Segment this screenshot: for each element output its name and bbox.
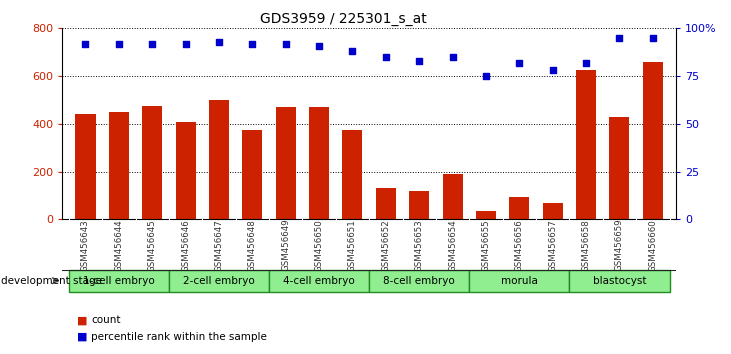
Point: [413, 58, 425, 64]
Bar: [309, 107, 329, 219]
Text: blastocyst: blastocyst: [593, 276, 646, 286]
Text: percentile rank within the sample: percentile rank within the sample: [91, 332, 268, 342]
Text: GSM456653: GSM456653: [414, 219, 424, 272]
Bar: [243, 130, 262, 219]
Point: [314, 43, 325, 48]
Point: [513, 60, 525, 65]
Point: [647, 35, 659, 41]
Text: GSM456651: GSM456651: [348, 219, 357, 272]
Text: GSM456659: GSM456659: [615, 219, 624, 272]
Text: GDS3959 / 225301_s_at: GDS3959 / 225301_s_at: [260, 12, 427, 27]
Point: [346, 48, 358, 54]
Bar: [409, 191, 429, 219]
Point: [480, 73, 492, 79]
Point: [180, 41, 192, 46]
Bar: [269, 270, 369, 292]
Point: [80, 41, 91, 46]
Bar: [209, 100, 229, 219]
Text: 2-cell embryo: 2-cell embryo: [183, 276, 255, 286]
Text: 4-cell embryo: 4-cell embryo: [283, 276, 355, 286]
Text: count: count: [91, 315, 121, 325]
Text: GSM456643: GSM456643: [81, 219, 90, 272]
Text: 8-cell embryo: 8-cell embryo: [383, 276, 455, 286]
Text: GSM456646: GSM456646: [181, 219, 190, 272]
Point: [613, 35, 625, 41]
Point: [580, 60, 592, 65]
Text: development stage: development stage: [1, 276, 102, 286]
Bar: [369, 270, 469, 292]
Text: GSM456655: GSM456655: [482, 219, 491, 272]
Text: GSM456647: GSM456647: [214, 219, 224, 272]
Bar: [109, 112, 129, 219]
Text: GSM456650: GSM456650: [314, 219, 324, 272]
Text: GSM456652: GSM456652: [382, 219, 390, 272]
Bar: [476, 211, 496, 219]
Bar: [75, 114, 96, 219]
Bar: [442, 174, 463, 219]
Point: [447, 54, 458, 60]
Bar: [276, 107, 296, 219]
Text: GSM456657: GSM456657: [548, 219, 557, 272]
Text: ■: ■: [77, 315, 87, 325]
Bar: [175, 121, 196, 219]
Text: ■: ■: [77, 332, 87, 342]
Point: [380, 54, 392, 60]
Text: GSM456645: GSM456645: [148, 219, 156, 272]
Bar: [510, 197, 529, 219]
Bar: [542, 203, 563, 219]
Text: GSM456656: GSM456656: [515, 219, 524, 272]
Text: GSM456660: GSM456660: [648, 219, 657, 272]
Text: GSM456649: GSM456649: [281, 219, 290, 272]
Point: [246, 41, 258, 46]
Text: GSM456658: GSM456658: [582, 219, 591, 272]
Bar: [342, 130, 363, 219]
Bar: [69, 270, 169, 292]
Point: [113, 41, 125, 46]
Text: GSM456648: GSM456648: [248, 219, 257, 272]
Bar: [143, 106, 162, 219]
Bar: [376, 188, 396, 219]
Text: GSM456644: GSM456644: [114, 219, 124, 272]
Text: GSM456654: GSM456654: [448, 219, 457, 272]
Text: morula: morula: [501, 276, 538, 286]
Bar: [576, 70, 596, 219]
Bar: [643, 62, 663, 219]
Bar: [569, 270, 670, 292]
Bar: [610, 117, 629, 219]
Point: [146, 41, 158, 46]
Bar: [169, 270, 269, 292]
Point: [547, 68, 558, 73]
Bar: [469, 270, 569, 292]
Point: [213, 39, 225, 45]
Point: [280, 41, 292, 46]
Text: 1-cell embryo: 1-cell embryo: [83, 276, 155, 286]
